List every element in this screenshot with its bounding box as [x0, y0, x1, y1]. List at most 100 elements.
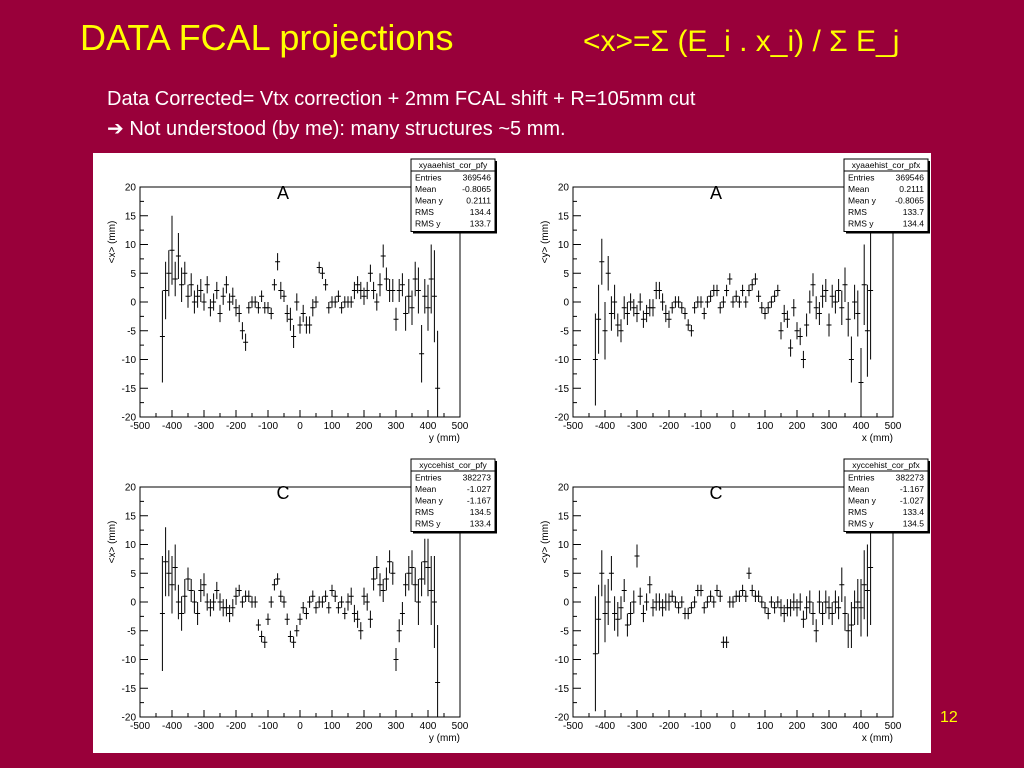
- data-point: [804, 313, 810, 337]
- data-point: [704, 296, 710, 308]
- data-point: [832, 290, 838, 314]
- data-point: [736, 296, 742, 308]
- stats-key: RMS y: [848, 519, 874, 529]
- data-point: [605, 256, 611, 291]
- x-tick-label: -300: [627, 421, 647, 432]
- data-point: [425, 284, 431, 331]
- y-tick-label: -15: [555, 684, 570, 695]
- data-point: [358, 622, 364, 640]
- data-point: [816, 590, 822, 614]
- data-point: [836, 279, 842, 302]
- x-tick-label: -100: [258, 721, 278, 732]
- data-point: [781, 304, 787, 323]
- data-point: [188, 579, 194, 602]
- data-point: [762, 602, 768, 614]
- data-point: [201, 293, 207, 311]
- y-tick-label: 15: [558, 211, 570, 222]
- data-point: [380, 579, 386, 602]
- data-point: [319, 596, 325, 608]
- data-point: [759, 596, 765, 608]
- data-point: [692, 302, 698, 314]
- data-point: [746, 284, 752, 297]
- data-point: [631, 299, 637, 317]
- data-point: [788, 599, 794, 617]
- data-point: [688, 602, 694, 614]
- data-point: [214, 281, 220, 300]
- data-point: [612, 284, 618, 320]
- data-point: [316, 261, 322, 274]
- data-point: [291, 636, 297, 648]
- data-point: [275, 253, 281, 271]
- data-point: [842, 596, 848, 631]
- stats-value: 369546: [463, 173, 492, 183]
- x-tick-label: -200: [226, 421, 246, 432]
- data-point: [374, 293, 380, 311]
- data-point: [698, 296, 704, 308]
- x-tick-label: 0: [730, 421, 736, 432]
- data-point: [403, 573, 409, 597]
- data-point: [431, 556, 437, 648]
- data-point: [743, 590, 749, 602]
- data-point: [868, 221, 874, 360]
- x-tick-label: -300: [194, 421, 214, 432]
- chart-panel-2: -500 -400 -300 -200 -100 0 100 200 300 400 500-20-…: [540, 158, 930, 444]
- data-point: [227, 604, 233, 623]
- stats-box: xyccehist_cor_pfy Entries 382273 Mean -1.027…: [410, 458, 497, 534]
- data-point: [406, 279, 412, 314]
- data-point: [608, 296, 614, 331]
- stats-box: xyaaehist_cor_pfx Entries 369546 Mean 0.2111…: [843, 158, 930, 234]
- data-point: [669, 590, 675, 602]
- stats-value: 134.4: [903, 219, 925, 229]
- data-point: [207, 299, 213, 317]
- data-point: [435, 625, 441, 717]
- data-point: [195, 284, 201, 308]
- data-point: [820, 602, 826, 625]
- x-tick-label: 300: [821, 421, 838, 432]
- data-point: [211, 593, 217, 611]
- data-point: [179, 596, 185, 631]
- data-point: [685, 607, 691, 620]
- x-tick-label: 400: [420, 721, 437, 732]
- data-point: [714, 584, 720, 597]
- data-point: [332, 590, 338, 602]
- stats-key: RMS: [415, 207, 434, 217]
- data-point: [409, 290, 415, 325]
- x-tick-label: 200: [789, 721, 806, 732]
- data-point: [740, 284, 746, 297]
- x-tick-label: 200: [356, 421, 373, 432]
- data-point: [291, 325, 297, 348]
- data-point: [265, 613, 271, 625]
- data-point: [765, 302, 771, 314]
- data-point: [339, 596, 345, 608]
- data-point: [326, 302, 332, 314]
- data-point: [724, 284, 730, 297]
- data-point: [861, 550, 867, 620]
- data-point: [262, 636, 268, 648]
- slide-title: DATA FCAL projections: [80, 17, 454, 58]
- y-axis-label: <x> (mm): [107, 221, 118, 264]
- data-point: [259, 290, 265, 302]
- x-axis-label: y (mm): [429, 433, 460, 444]
- data-point: [724, 636, 730, 648]
- data-point: [217, 304, 223, 323]
- data-point: [166, 250, 172, 297]
- data-point: [813, 296, 819, 320]
- data-point: [714, 284, 720, 297]
- stats-box-title: xyaaehist_cor_pfy: [419, 160, 488, 170]
- stats-key: Entries: [415, 173, 441, 183]
- x-tick-label: 0: [297, 421, 303, 432]
- data-point: [361, 587, 367, 605]
- stats-key: Mean: [848, 184, 870, 194]
- data-point: [791, 299, 797, 317]
- stats-value: 133.7: [470, 219, 492, 229]
- data-point: [596, 584, 602, 654]
- data-point: [310, 590, 316, 602]
- data-point: [759, 302, 765, 314]
- stats-key: Entries: [848, 473, 874, 483]
- data-point: [823, 279, 829, 302]
- y-tick-label: 10: [125, 540, 137, 551]
- data-point: [813, 619, 819, 643]
- data-point: [756, 590, 762, 602]
- data-point: [419, 561, 425, 597]
- data-point: [864, 544, 870, 637]
